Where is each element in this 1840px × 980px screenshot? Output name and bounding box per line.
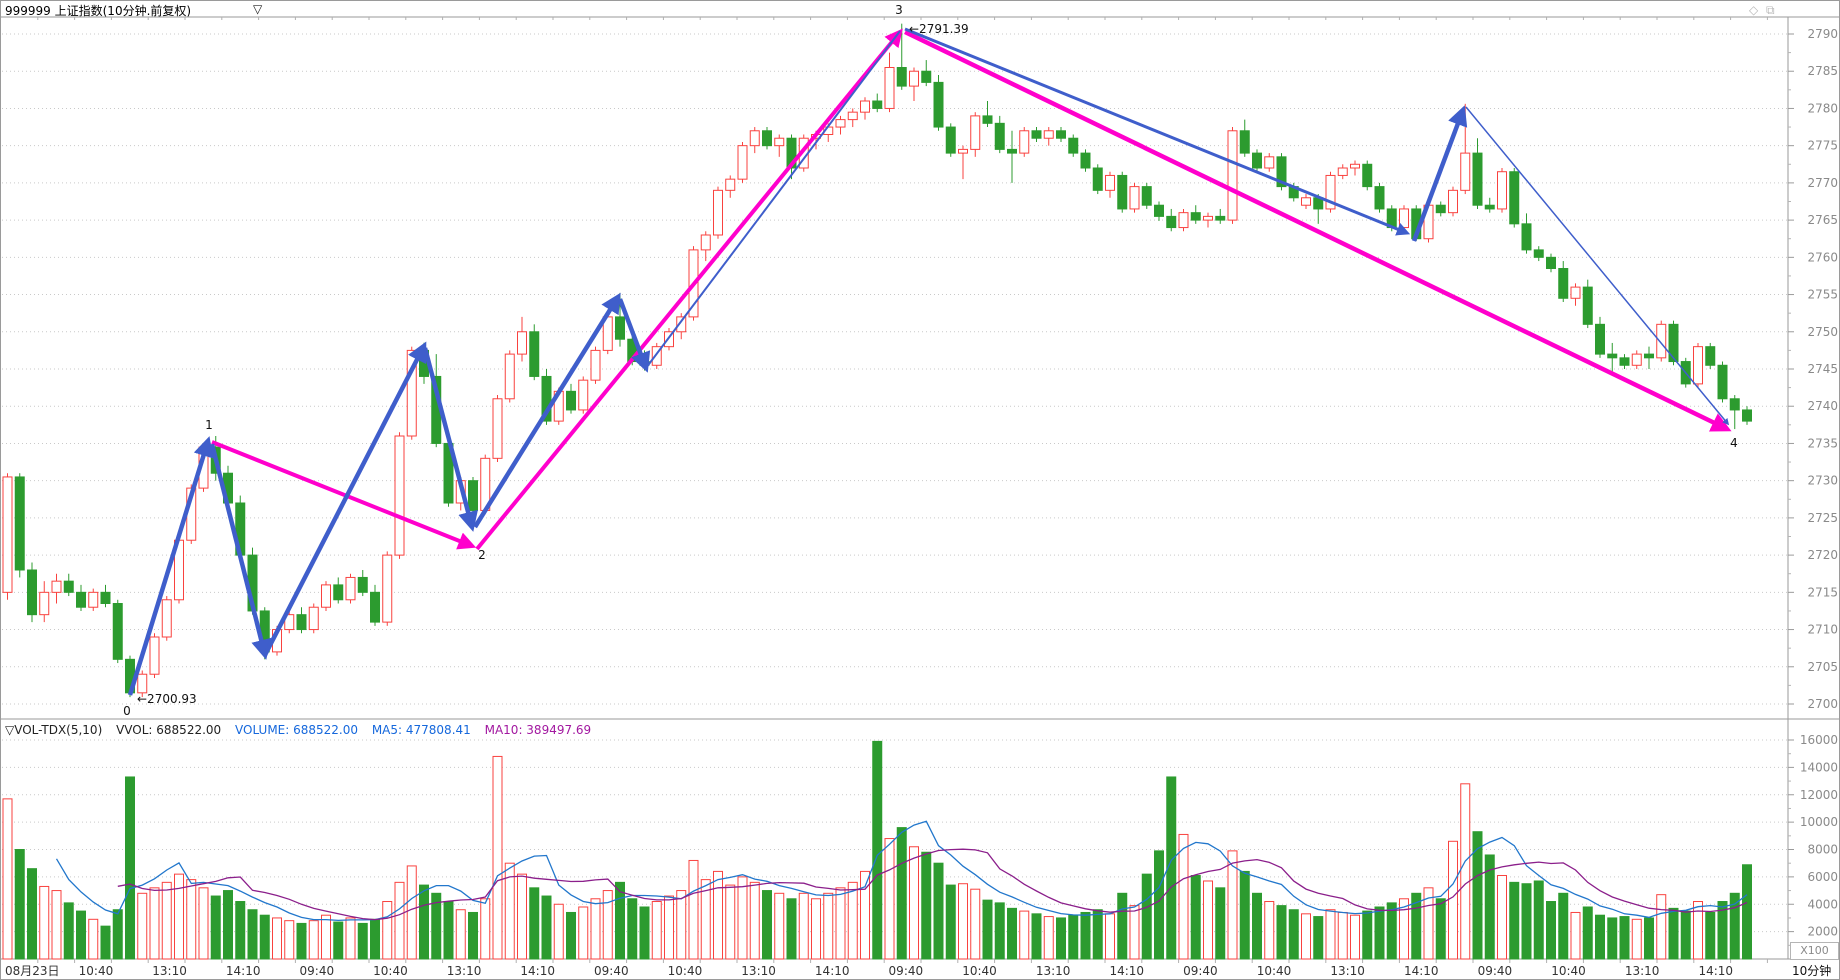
candles bbox=[2, 23, 1752, 960]
blue-trend-line bbox=[262, 341, 427, 657]
vvol-value: VVOL: 688522.00 bbox=[116, 723, 222, 737]
blue-trend-line bbox=[1411, 105, 1468, 242]
volume-ma10-value: MA10: 389497.69 bbox=[484, 723, 592, 737]
time-tick-label: 14:10 bbox=[815, 964, 850, 978]
time-tick-label: 10:40 bbox=[79, 964, 114, 978]
blue-trend-line bbox=[422, 347, 478, 532]
swing-label-270093: ←2700.93 bbox=[137, 692, 197, 706]
swing-label-4: 4 bbox=[1730, 436, 1738, 450]
volume-ma5-value: MA5: 477808.41 bbox=[371, 723, 471, 737]
volume-unit-badge: X100 bbox=[1790, 942, 1839, 960]
swing-label-0: 0 bbox=[123, 704, 131, 718]
price-tick-label: 2725 bbox=[1807, 511, 1838, 525]
time-axis: 08月23日 10:40 13:10 14:10 09:40 10:40 13:10 14:1… bbox=[5, 964, 1733, 978]
time-tick-label: 13:10 bbox=[1625, 964, 1660, 978]
title-dropdown-icon[interactable]: ▽ bbox=[253, 2, 263, 16]
price-tick-label: 2765 bbox=[1807, 213, 1838, 227]
price-tick-label: 2710 bbox=[1807, 623, 1838, 637]
price-tick-label: 2770 bbox=[1807, 176, 1838, 190]
volume-tick-label: 8000 bbox=[1807, 843, 1838, 857]
volume-tick-label: 6000 bbox=[1807, 870, 1838, 884]
main-grid bbox=[2, 17, 1787, 963]
price-tick-label: 2700 bbox=[1807, 697, 1838, 711]
time-tick-label: 08月23日 bbox=[5, 964, 60, 978]
volume-tick-label: 14000 bbox=[1800, 760, 1838, 774]
time-tick-label: 14:10 bbox=[1698, 964, 1733, 978]
volume-indicator-name[interactable]: ▽VOL-TDX(5,10) bbox=[5, 723, 103, 737]
volume-ma10-line bbox=[117, 848, 1748, 921]
price-axis: 2790 2785 2780 2775 2770 2765 2760 2755 2750 2745… bbox=[1788, 27, 1838, 946]
trend-lines[interactable] bbox=[127, 27, 1732, 696]
volume-tick-label: 12000 bbox=[1800, 788, 1838, 802]
time-tick-label: 13:10 bbox=[447, 964, 482, 978]
swing-label-3: 3 bbox=[895, 3, 903, 17]
volume-tick-label: 2000 bbox=[1807, 925, 1838, 939]
time-tick-label: 13:10 bbox=[741, 964, 776, 978]
diamond-icon[interactable]: ◇ bbox=[1749, 3, 1759, 17]
time-tick-label: 10:40 bbox=[962, 964, 997, 978]
blue-trend-line bbox=[904, 27, 1411, 236]
blue-trend-line bbox=[645, 30, 901, 369]
time-tick-label: 10:40 bbox=[1257, 964, 1292, 978]
volume-value: VOLUME: 688522.00 bbox=[235, 723, 358, 737]
blue-trend-line bbox=[1465, 106, 1730, 426]
magenta-trend-line bbox=[475, 28, 903, 551]
time-tick-label: 09:40 bbox=[1183, 964, 1218, 978]
price-tick-label: 2730 bbox=[1807, 474, 1838, 488]
time-tick-label: 13:10 bbox=[1330, 964, 1365, 978]
volume-tick-label: 10000 bbox=[1800, 815, 1838, 829]
price-tick-label: 2715 bbox=[1807, 585, 1838, 599]
price-tick-label: 2745 bbox=[1807, 362, 1838, 376]
swing-label-1: 1 bbox=[205, 418, 213, 432]
swing-annotations: 0 ←2700.93 1 2 3 ←2791.39 4 bbox=[123, 3, 1738, 718]
blue-trend-line bbox=[209, 443, 272, 660]
price-tick-label: 2785 bbox=[1807, 64, 1838, 78]
time-tick-label: 09:40 bbox=[1478, 964, 1513, 978]
price-tick-label: 2720 bbox=[1807, 548, 1838, 562]
time-tick-label: 10:40 bbox=[1551, 964, 1586, 978]
time-tick-label: 13:10 bbox=[1036, 964, 1071, 978]
blue-trend-line bbox=[617, 298, 651, 373]
interval-label[interactable]: 10分钟 bbox=[1792, 964, 1832, 978]
swing-label-2: 2 bbox=[478, 548, 486, 562]
blue-trend-line bbox=[473, 292, 621, 529]
time-tick-label: 10:40 bbox=[373, 964, 408, 978]
volume-tick-label: 4000 bbox=[1807, 897, 1838, 911]
title-bar: 999999 上证指数(10分钟.前复权) ▽ bbox=[1, 1, 1839, 18]
time-tick-label: 13:10 bbox=[152, 964, 187, 978]
price-tick-label: 2735 bbox=[1807, 436, 1838, 450]
volume-indicator-header: ▽VOL-TDX(5,10) VVOL: 688522.00 VOLUME: 6… bbox=[5, 723, 601, 738]
price-tick-label: 2775 bbox=[1807, 139, 1838, 153]
time-tick-label: 14:10 bbox=[520, 964, 555, 978]
time-tick-label: 10:40 bbox=[668, 964, 703, 978]
price-tick-label: 2750 bbox=[1807, 325, 1838, 339]
volume-ma5-line bbox=[55, 820, 1748, 922]
time-tick-label: 09:40 bbox=[300, 964, 335, 978]
blue-trend-line bbox=[127, 436, 214, 696]
time-tick-label: 14:10 bbox=[226, 964, 261, 978]
magenta-trend-line bbox=[211, 440, 477, 550]
chart-title: 999999 上证指数(10分钟.前复权) bbox=[5, 4, 192, 18]
price-tick-label: 2780 bbox=[1807, 101, 1838, 115]
time-tick-label: 14:10 bbox=[1404, 964, 1439, 978]
copy-window-icon[interactable]: ⧉ bbox=[1766, 3, 1775, 17]
swing-label-279139: ←2791.39 bbox=[909, 22, 969, 36]
price-tick-label: 2790 bbox=[1807, 27, 1838, 41]
magenta-trend-line bbox=[904, 29, 1732, 432]
time-tick-label: 14:10 bbox=[1109, 964, 1144, 978]
time-tick-label: 09:40 bbox=[594, 964, 629, 978]
volume-tick-label: 16000 bbox=[1800, 733, 1838, 747]
price-tick-label: 2740 bbox=[1807, 399, 1838, 413]
time-tick-label: 09:40 bbox=[889, 964, 924, 978]
price-tick-label: 2760 bbox=[1807, 250, 1838, 264]
price-tick-label: 2705 bbox=[1807, 660, 1838, 674]
price-tick-label: 2755 bbox=[1807, 288, 1838, 302]
